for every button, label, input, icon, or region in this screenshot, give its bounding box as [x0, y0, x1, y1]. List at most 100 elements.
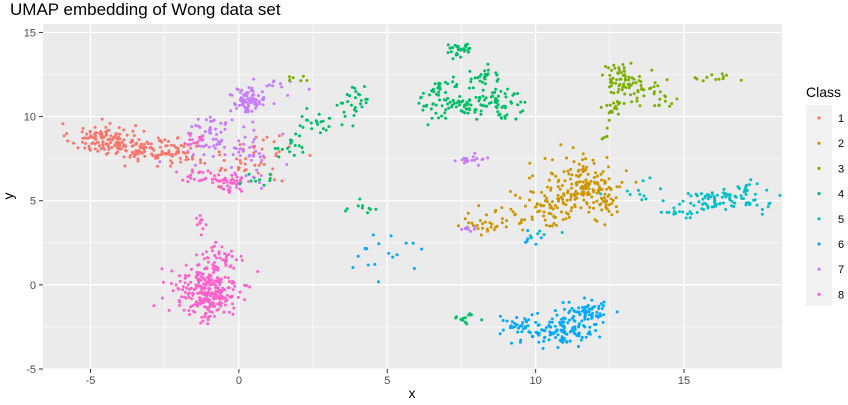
data-point-class-4 [444, 116, 448, 120]
data-point-class-2 [531, 190, 535, 194]
data-point-class-8 [186, 175, 190, 179]
data-point-class-3 [291, 76, 295, 80]
data-point-class-1 [149, 142, 153, 146]
data-point-class-2 [569, 167, 573, 171]
data-point-class-3 [609, 84, 613, 88]
data-point-class-7 [242, 125, 246, 129]
data-point-class-4 [463, 48, 467, 52]
data-point-class-8 [223, 261, 227, 264]
x-tick-label: 0 [236, 375, 242, 387]
data-point-class-2 [562, 170, 566, 174]
data-point-class-4 [516, 92, 520, 95]
data-point-class-4 [473, 108, 477, 112]
data-point-class-5 [701, 202, 704, 206]
data-point-class-1 [98, 144, 101, 148]
data-point-class-4 [493, 90, 497, 94]
data-point-class-1 [176, 136, 180, 140]
data-point-class-7 [211, 137, 215, 141]
data-point-class-3 [657, 104, 661, 108]
data-point-class-1 [252, 151, 256, 155]
data-point-class-8 [207, 273, 211, 277]
data-point-class-4 [351, 124, 355, 128]
data-point-class-1 [122, 138, 126, 142]
data-point-class-6 [547, 338, 551, 342]
data-point-class-8 [243, 298, 247, 302]
data-point-class-3 [739, 78, 743, 82]
data-point-class-4 [374, 207, 378, 211]
data-point-class-5 [536, 232, 540, 236]
data-point-class-4 [426, 123, 430, 127]
data-point-class-3 [629, 93, 632, 97]
data-point-class-8 [238, 290, 242, 294]
data-point-class-2 [550, 224, 554, 228]
data-point-class-1 [169, 143, 173, 147]
data-point-class-1 [104, 142, 108, 146]
data-point-class-7 [475, 157, 479, 160]
data-point-class-8 [183, 142, 187, 145]
data-point-class-7 [208, 131, 212, 135]
data-point-class-2 [567, 172, 571, 176]
data-point-class-8 [235, 183, 239, 187]
data-point-class-2 [574, 174, 578, 177]
data-point-class-2 [492, 228, 496, 232]
data-point-class-2 [575, 183, 579, 187]
data-point-class-1 [222, 158, 226, 162]
data-point-class-4 [367, 206, 371, 210]
data-point-class-4 [450, 103, 454, 107]
data-point-class-6 [539, 236, 543, 240]
data-point-class-2 [565, 198, 569, 202]
data-point-class-4 [523, 100, 527, 104]
data-point-class-8 [218, 256, 222, 260]
data-point-class-7 [235, 106, 239, 110]
data-point-class-8 [186, 283, 190, 287]
data-point-class-1 [144, 145, 148, 149]
data-point-class-6 [573, 325, 577, 329]
data-point-class-3 [615, 78, 619, 82]
data-point-class-2 [543, 194, 547, 198]
data-point-class-7 [223, 153, 227, 157]
data-point-class-4 [310, 127, 314, 131]
data-point-class-7 [247, 109, 250, 113]
data-point-class-8 [195, 272, 199, 276]
data-point-class-4 [473, 110, 477, 114]
data-point-class-2 [607, 177, 611, 181]
data-point-class-3 [720, 72, 724, 76]
data-point-class-5 [661, 199, 665, 203]
data-point-class-7 [233, 102, 237, 105]
data-point-class-1 [136, 159, 140, 163]
data-point-class-5 [740, 197, 744, 200]
data-point-class-2 [601, 170, 605, 174]
data-point-class-8 [200, 315, 204, 319]
data-point-class-7 [237, 139, 241, 143]
data-point-class-2 [505, 219, 509, 223]
data-point-class-5 [765, 188, 769, 192]
data-point-class-4 [451, 57, 455, 61]
data-point-class-6 [578, 313, 582, 317]
data-point-class-8 [187, 309, 191, 312]
data-point-class-1 [217, 150, 221, 154]
data-point-class-7 [254, 98, 258, 102]
data-point-class-8 [197, 179, 201, 183]
data-point-class-7 [272, 79, 276, 83]
data-point-class-3 [635, 99, 639, 103]
data-point-class-2 [543, 218, 547, 222]
data-point-class-1 [154, 154, 158, 157]
data-point-class-1 [237, 166, 241, 170]
legend-label: 8 [838, 289, 844, 301]
data-point-class-2 [529, 190, 533, 193]
data-point-class-8 [175, 170, 179, 174]
data-point-class-2 [569, 192, 573, 196]
data-point-class-1 [223, 168, 227, 172]
data-point-class-4 [292, 153, 296, 157]
data-point-class-4 [327, 125, 331, 128]
data-point-class-1 [178, 156, 182, 160]
data-point-class-7 [245, 91, 248, 95]
data-point-class-7 [251, 140, 255, 144]
data-point-class-1 [100, 117, 104, 121]
data-point-class-1 [115, 132, 119, 136]
data-point-class-7 [244, 174, 248, 178]
data-point-class-2 [592, 176, 596, 179]
data-point-class-7 [252, 77, 256, 81]
data-point-class-7 [251, 175, 255, 179]
data-point-class-3 [621, 73, 625, 77]
